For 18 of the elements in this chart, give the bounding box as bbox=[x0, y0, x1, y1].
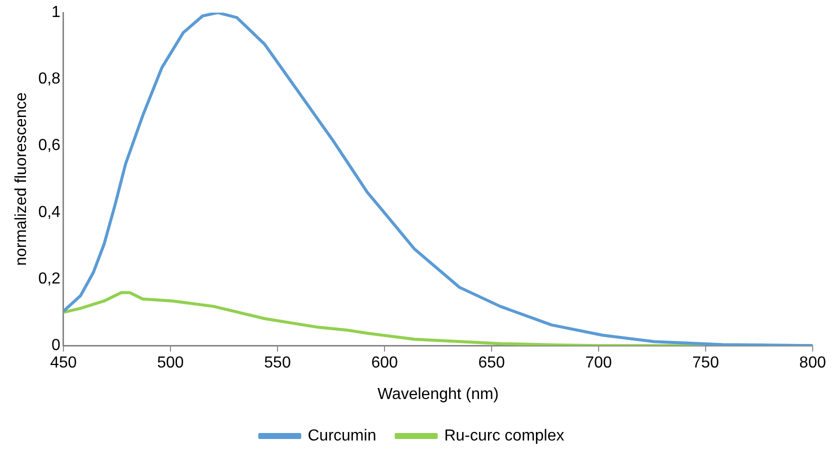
x-axis-title: Wavelenght (nm) bbox=[377, 386, 499, 403]
x-tick-label: 600 bbox=[371, 354, 398, 372]
x-tick-label: 800 bbox=[799, 354, 826, 372]
legend-label: Curcumin bbox=[308, 427, 376, 444]
y-axis-title: normalized fluorescence bbox=[13, 92, 30, 266]
y-tick-label: 0,6 bbox=[38, 137, 61, 154]
x-tick-label: 550 bbox=[264, 354, 291, 372]
x-tick-label: 650 bbox=[478, 354, 506, 372]
legend-label: Ru-curc complex bbox=[444, 427, 564, 444]
x-tick-label: 500 bbox=[157, 354, 184, 372]
y-tick-label: 0,8 bbox=[38, 70, 61, 88]
y-tick-label: 0,4 bbox=[38, 204, 61, 221]
x-tick-label: 450 bbox=[50, 354, 77, 372]
y-tick-label: 0 bbox=[52, 337, 61, 354]
y-tick-label: 0,2 bbox=[38, 270, 61, 288]
x-tick-label: 750 bbox=[692, 354, 720, 372]
x-tick-label: 700 bbox=[585, 354, 612, 372]
y-tick-label: 1 bbox=[52, 4, 61, 22]
